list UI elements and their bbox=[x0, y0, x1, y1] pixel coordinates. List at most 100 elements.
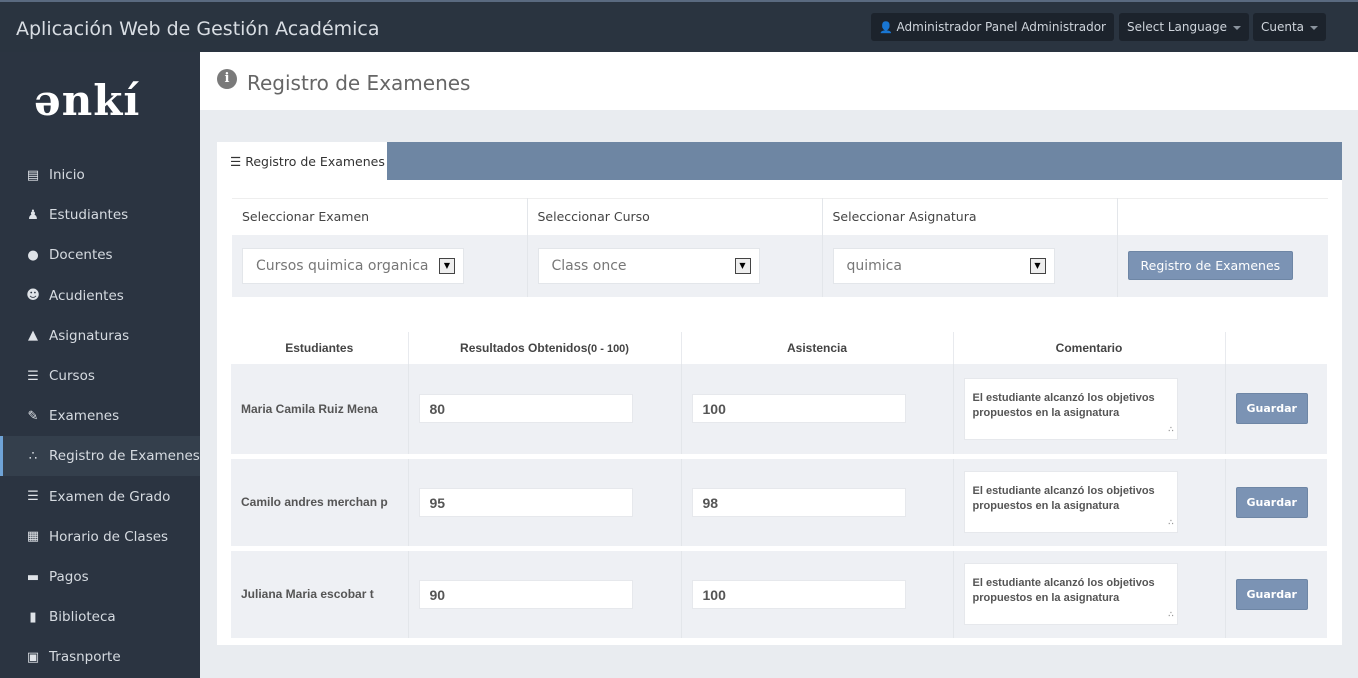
sidebar-item-label: Biblioteca bbox=[49, 609, 116, 626]
action-cell: Guardar bbox=[1225, 456, 1327, 551]
comment-text: El estudiante alcanzó los objetivos prop… bbox=[972, 485, 1155, 512]
submit-cell: Registro de Examenes bbox=[1117, 234, 1328, 297]
attendance-cell: 100 bbox=[681, 548, 954, 643]
subject-select-label: Seleccionar Asignatura bbox=[822, 198, 1118, 235]
exam-select[interactable]: Cursos quimica organica primer ▼ bbox=[242, 247, 464, 284]
results-table: Estudiantes Resultados Obtenidos(0 - 100… bbox=[231, 332, 1327, 643]
table-row: Maria Camila Ruiz Mena 80 100 El estudia… bbox=[231, 364, 1327, 459]
comment-textarea[interactable]: El estudiante alcanzó los objetivos prop… bbox=[963, 377, 1178, 440]
dropdown-arrow-icon: ▼ bbox=[439, 257, 455, 274]
course-select[interactable]: Class once ▼ bbox=[537, 247, 760, 284]
header-results-range: (0 - 100) bbox=[587, 343, 629, 355]
tab-registro-examenes[interactable]: ☰ Registro de Examenes bbox=[217, 142, 387, 181]
attendance-cell: 100 bbox=[681, 364, 954, 459]
sidebar-item-label: Inicio bbox=[49, 167, 85, 183]
pencil-icon: ✎ bbox=[27, 408, 39, 424]
attendance-input[interactable]: 100 bbox=[691, 579, 906, 609]
language-label: Select Language bbox=[1127, 20, 1228, 34]
sidebar-item-label: Horario de Clases bbox=[49, 528, 169, 545]
table-row: Camilo andres merchan p 95 98 El estudia… bbox=[231, 456, 1327, 551]
sidebar-item-inicio[interactable]: ▤ Inicio bbox=[0, 155, 200, 195]
sidebar-item-label: Acudientes bbox=[49, 287, 124, 304]
resize-grip-icon[interactable]: ∴ bbox=[1168, 518, 1174, 527]
sidebar: ənkí ▤ Inicio ♟ Estudiantes ● Docentes ☻ Acudie… bbox=[0, 52, 200, 678]
info-icon: i bbox=[217, 69, 237, 89]
result-cell: 80 bbox=[408, 364, 682, 459]
list-icon: ☰ bbox=[27, 368, 39, 384]
header-results-label: Resultados Obtenidos bbox=[460, 341, 588, 355]
result-input[interactable]: 80 bbox=[418, 394, 633, 424]
comment-cell: El estudiante alcanzó los objetivos prop… bbox=[953, 456, 1226, 551]
resize-grip-icon[interactable]: ∴ bbox=[1168, 424, 1174, 434]
register-exams-button[interactable]: Registro de Examenes bbox=[1127, 251, 1294, 280]
credit-card-icon: ▬ bbox=[26, 569, 40, 585]
caret-down-icon bbox=[1310, 25, 1319, 30]
app-title: Aplicación Web de Gestión Académica bbox=[16, 18, 380, 40]
result-input[interactable]: 95 bbox=[418, 487, 633, 517]
user-icon: ● bbox=[27, 247, 39, 263]
comment-text: El estudiante alcanzó los objetivos prop… bbox=[972, 577, 1155, 604]
exam-select-cell: Cursos quimica organica primer ▼ bbox=[232, 234, 528, 297]
save-button[interactable]: Guardar bbox=[1235, 578, 1308, 610]
sidebar-item-acudientes[interactable]: ☻ Acudientes bbox=[0, 276, 200, 316]
sidebar-item-examenes[interactable]: ✎ Examenes bbox=[0, 396, 200, 436]
tab-bar: ☰ Registro de Examenes bbox=[217, 142, 1342, 181]
enki-logo: ənkí bbox=[34, 76, 141, 125]
attendance-input[interactable]: 100 bbox=[691, 394, 906, 424]
student-icon: ♟ bbox=[27, 207, 39, 223]
header-attendance: Asistencia bbox=[681, 332, 954, 364]
result-cell: 95 bbox=[408, 456, 682, 551]
page-header: i Registro de Examenes bbox=[200, 52, 1358, 110]
exam-select-value: Cursos quimica organica primer bbox=[256, 257, 432, 274]
subject-select-cell: quimica ▼ bbox=[822, 234, 1118, 297]
resize-grip-icon[interactable]: ∴ bbox=[1168, 610, 1174, 619]
sidebar-item-examen-de-grado[interactable]: ☰ Examen de Grado bbox=[0, 477, 200, 517]
user-icon: 👤 bbox=[879, 21, 893, 34]
dropdown-arrow-icon: ▼ bbox=[734, 257, 751, 274]
page-title: Registro de Examenes bbox=[247, 71, 471, 95]
save-button[interactable]: Guardar bbox=[1235, 486, 1308, 518]
header-actions bbox=[1225, 332, 1327, 364]
monitor-icon: ▤ bbox=[26, 167, 40, 183]
sidebar-item-pagos[interactable]: ▬ Pagos bbox=[0, 557, 200, 597]
action-cell: Guardar bbox=[1225, 364, 1327, 459]
table-row: Juliana Maria escobar t 90 100 El estudi… bbox=[231, 548, 1327, 643]
top-navbar: Aplicación Web de Gestión Académica 👤 Ad… bbox=[0, 0, 1358, 52]
course-select-cell: Class once ▼ bbox=[527, 234, 823, 297]
subject-select[interactable]: quimica ▼ bbox=[832, 247, 1055, 284]
account-label: Cuenta bbox=[1261, 20, 1305, 34]
user-button[interactable]: 👤 Administrador Panel Administrador bbox=[871, 13, 1114, 41]
save-button[interactable]: Guardar bbox=[1235, 393, 1308, 425]
sidebar-item-estudiantes[interactable]: ♟ Estudiantes bbox=[0, 195, 200, 235]
list-icon: ☰ bbox=[230, 154, 242, 169]
caret-down-icon bbox=[1233, 25, 1242, 30]
language-dropdown[interactable]: Select Language bbox=[1119, 13, 1250, 41]
user-label: Administrador Panel Administrador bbox=[896, 20, 1106, 34]
student-name: Camilo andres merchan p bbox=[231, 456, 409, 551]
sidebar-item-docentes[interactable]: ● Docentes bbox=[0, 235, 200, 275]
sidebar-item-label: Docentes bbox=[49, 247, 113, 264]
account-dropdown[interactable]: Cuenta bbox=[1253, 13, 1327, 41]
header-students: Estudiantes bbox=[231, 332, 409, 364]
sidebar-item-label: Asignaturas bbox=[49, 327, 130, 344]
sidebar-item-biblioteca[interactable]: ▮ Biblioteca bbox=[0, 597, 200, 637]
exam-select-label: Seleccionar Examen bbox=[232, 198, 528, 235]
comment-cell: El estudiante alcanzó los objetivos prop… bbox=[953, 364, 1226, 459]
comment-textarea[interactable]: El estudiante alcanzó los objetivos prop… bbox=[963, 471, 1178, 533]
sidebar-item-asignaturas[interactable]: ▲ Asignaturas bbox=[0, 316, 200, 356]
sidebar-item-registro-de-examenes[interactable]: ∴ Registro de Examenes bbox=[0, 436, 200, 477]
student-name: Maria Camila Ruiz Mena bbox=[231, 364, 409, 459]
network-icon: ∴ bbox=[28, 448, 38, 464]
action-cell: Guardar bbox=[1225, 548, 1327, 643]
student-name: Juliana Maria escobar t bbox=[231, 548, 409, 643]
comment-cell: El estudiante alcanzó los objetivos prop… bbox=[953, 548, 1226, 643]
sidebar-item-horario-de-clases[interactable]: ▦ Horario de Clases bbox=[0, 517, 200, 557]
graduation-cap-icon: ▲ bbox=[28, 328, 38, 344]
result-input[interactable]: 90 bbox=[418, 579, 633, 609]
sidebar-item-label: Estudiantes bbox=[49, 207, 129, 224]
attendance-input[interactable]: 98 bbox=[691, 487, 906, 517]
result-cell: 90 bbox=[408, 548, 682, 643]
sidebar-item-trasnporte[interactable]: ▣ Trasnporte bbox=[0, 637, 200, 677]
comment-textarea[interactable]: El estudiante alcanzó los objetivos prop… bbox=[963, 563, 1178, 625]
sidebar-item-cursos[interactable]: ☰ Cursos bbox=[0, 356, 200, 396]
